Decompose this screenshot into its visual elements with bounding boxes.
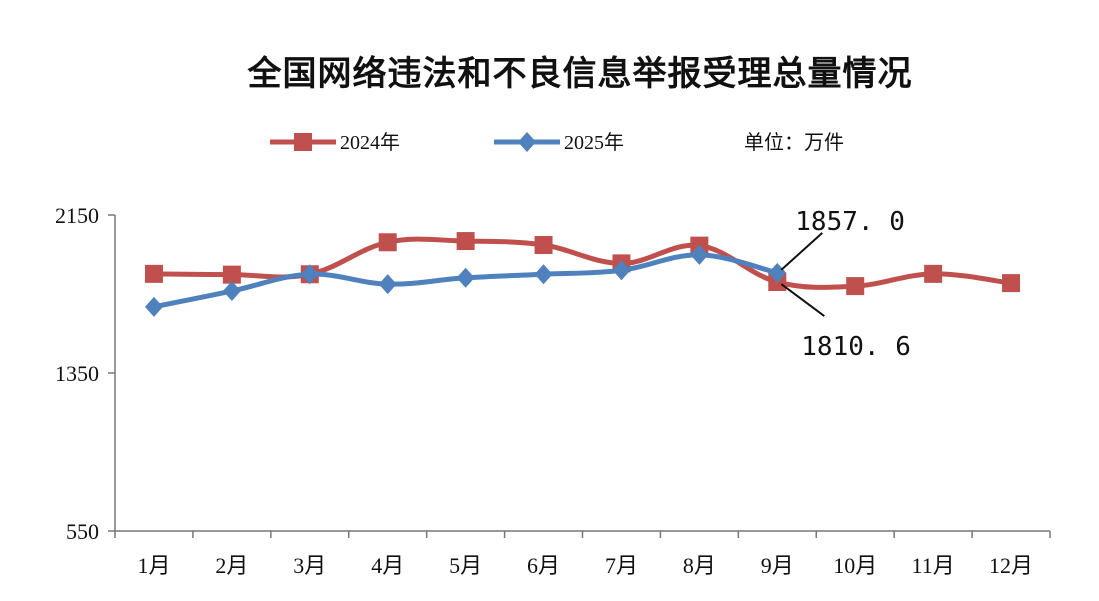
y-tick-labels: 550 1350 2150 xyxy=(55,203,99,544)
callout-label: 1857. 0 xyxy=(795,207,905,237)
x-tick-label: 6月 xyxy=(527,553,560,578)
callout-leader xyxy=(780,283,825,317)
data-point xyxy=(456,232,475,251)
x-tick-label: 3月 xyxy=(293,553,326,578)
x-tick-label: 8月 xyxy=(683,553,716,578)
data-point xyxy=(846,277,865,296)
legend: 2024年 2025年 单位：万件 xyxy=(270,131,844,154)
y-tick-label: 1350 xyxy=(55,361,99,386)
data-point xyxy=(612,260,631,281)
data-point xyxy=(534,264,553,285)
callout-label: 1810. 6 xyxy=(801,332,911,362)
data-point xyxy=(378,233,397,252)
series-1 xyxy=(144,244,787,317)
y-tick-label: 2150 xyxy=(55,203,99,228)
annotations: 1857. 0 1810. 6 xyxy=(780,207,911,362)
data-point xyxy=(300,264,319,285)
legend-marker xyxy=(518,132,536,152)
data-point xyxy=(1002,274,1021,293)
data-point xyxy=(456,267,475,288)
chart-title: 全国网络违法和不良信息举报受理总量情况 xyxy=(247,54,913,94)
data-point xyxy=(222,281,241,302)
x-tick-label: 1月 xyxy=(137,553,170,578)
data-point xyxy=(378,274,397,295)
data-point xyxy=(690,244,709,265)
x-tick-label: 9月 xyxy=(761,553,794,578)
x-tick-label: 7月 xyxy=(605,553,638,578)
callout-leader xyxy=(780,232,823,271)
series-group xyxy=(144,232,1021,317)
x-tick-labels: 1月 2月 3月 4月 5月 6月 7月 8月 9月 10月 11月 12月 xyxy=(137,553,1033,578)
y-tick-label: 550 xyxy=(66,519,99,544)
legend-label: 2025年 xyxy=(564,131,624,154)
legend-marker xyxy=(294,133,312,151)
axes xyxy=(108,214,1051,538)
data-point xyxy=(534,236,553,255)
x-tick-label: 2月 xyxy=(215,553,248,578)
x-tick-label: 12月 xyxy=(989,553,1033,578)
unit-note: 单位：万件 xyxy=(744,131,844,154)
series-0 xyxy=(144,232,1021,296)
data-point xyxy=(924,264,943,283)
legend-label: 2024年 xyxy=(340,131,400,154)
x-tick-label: 5月 xyxy=(449,553,482,578)
data-point xyxy=(222,265,241,284)
data-point xyxy=(144,264,163,283)
x-tick-label: 4月 xyxy=(371,553,404,578)
x-tick-label: 10月 xyxy=(833,553,877,578)
data-point xyxy=(144,296,163,317)
x-tick-label: 11月 xyxy=(912,553,955,578)
data-point xyxy=(768,262,787,283)
